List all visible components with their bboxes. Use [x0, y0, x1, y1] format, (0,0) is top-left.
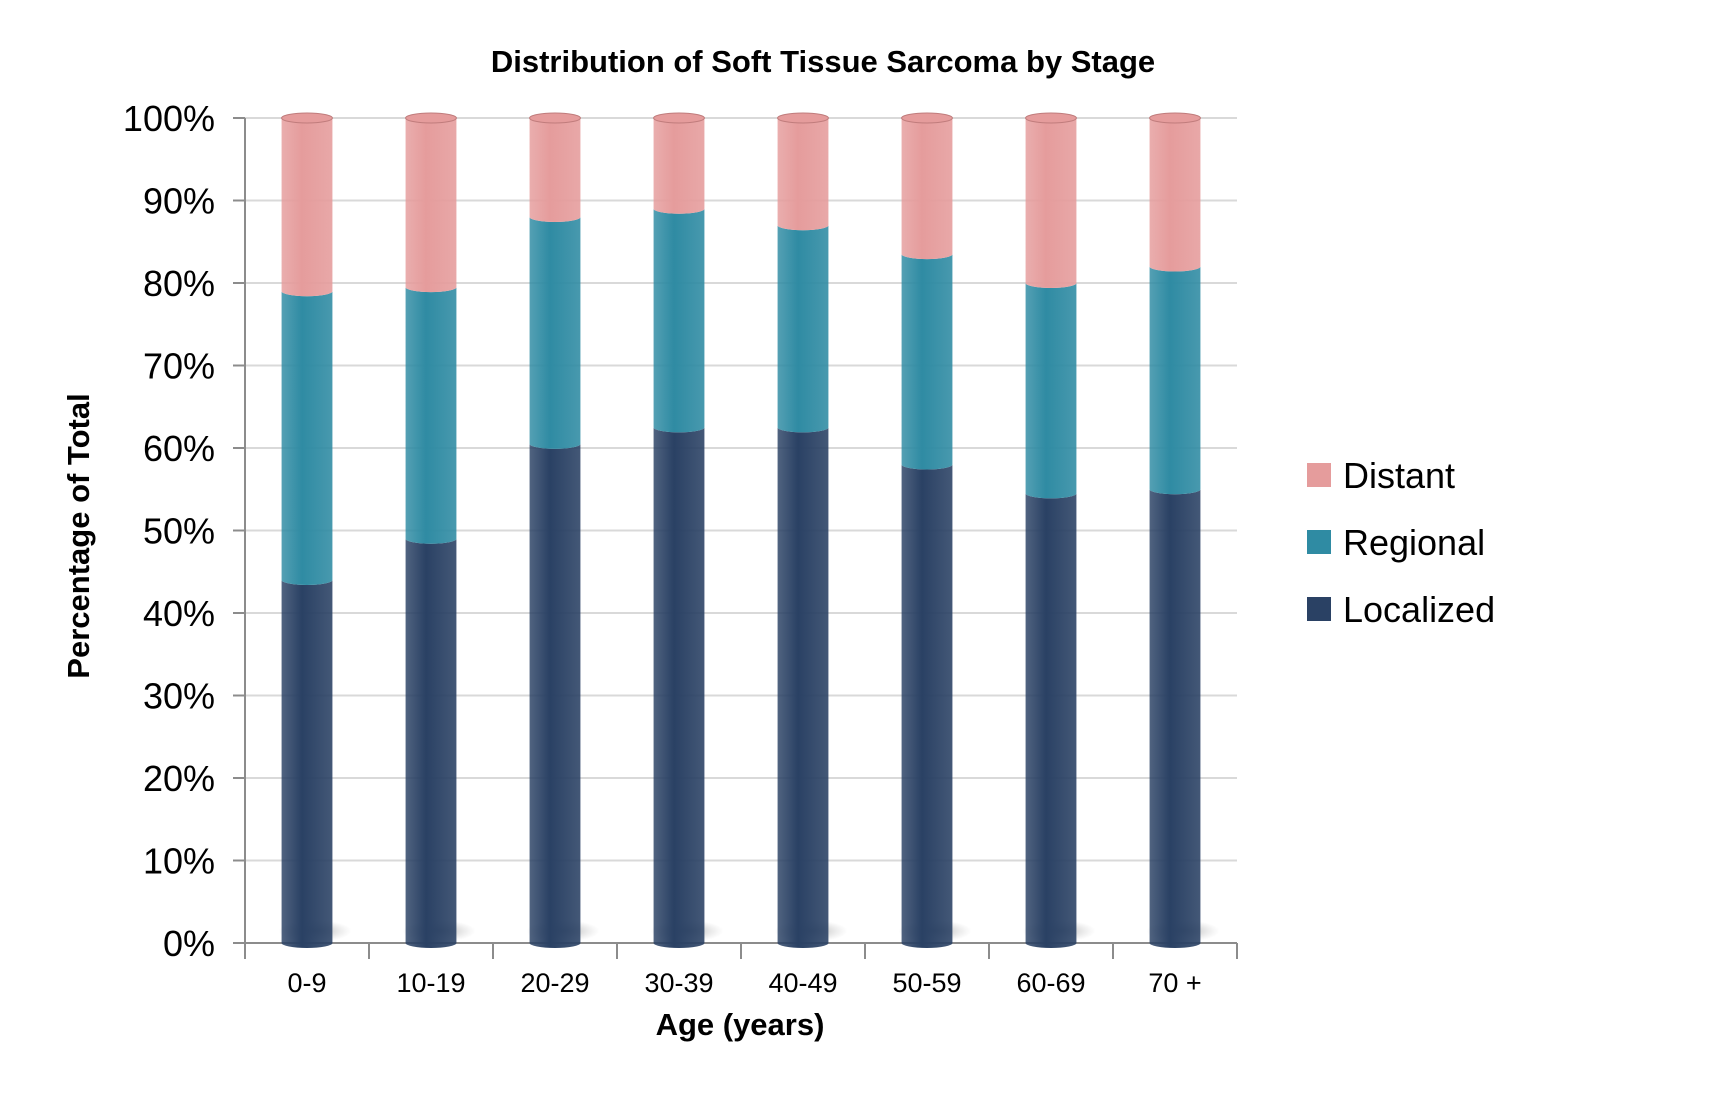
bar-segment-distant-70: [1149, 118, 1201, 272]
x-tick-label-60-69: 60-69: [1016, 968, 1085, 998]
x-tick-label-0-9: 0-9: [287, 968, 326, 998]
legend-label: Distant: [1343, 455, 1455, 496]
bar-segment-regional-40-49: [777, 225, 829, 433]
bar-segment-distant-60-69: [1025, 118, 1077, 288]
bar-segment-regional-70: [1149, 266, 1201, 495]
y-tick-label: 10%: [143, 841, 215, 882]
bar-segment-localized-0-9: [281, 580, 333, 948]
y-tick-label: 70%: [143, 346, 215, 387]
bar-segment-regional-60-69: [1025, 283, 1077, 499]
bar-segment-distant-10-19: [405, 118, 457, 293]
y-tick-label: 40%: [143, 593, 215, 634]
legend-label: Regional: [1343, 522, 1485, 563]
bar-segment-distant-40-49: [777, 118, 829, 231]
bar-segment-localized-60-69: [1025, 493, 1077, 949]
bar-top-cap: [281, 112, 333, 124]
bar-segment-distant-50-59: [901, 118, 953, 260]
x-tick-label-10-19: 10-19: [396, 968, 465, 998]
y-tick-label: 80%: [143, 263, 215, 304]
bar-segment-localized-20-29: [529, 443, 581, 948]
bar-segment-regional-10-19: [405, 287, 457, 544]
bar-top-cap: [405, 112, 457, 124]
bar-segment-localized-30-39: [653, 427, 705, 948]
legend-item-regional: Regional: [1307, 522, 1485, 563]
x-axis-label: Age (years): [656, 1007, 825, 1042]
bar-group-40-49: [774, 112, 848, 948]
bar-segment-regional-20-29: [529, 217, 581, 449]
bar-segment-distant-0-9: [281, 118, 333, 297]
y-tick-label: 100%: [123, 98, 215, 139]
bar-group-70: [1146, 112, 1220, 949]
gridlines: [245, 117, 1237, 862]
bar-top-cap: [1025, 112, 1077, 124]
bar-group-0-9: [278, 112, 352, 948]
y-tick-label: 20%: [143, 758, 215, 799]
y-tick-label: 50%: [143, 511, 215, 552]
bar-segment-distant-20-29: [529, 118, 581, 222]
legend-item-localized: Localized: [1307, 589, 1495, 630]
bar-segment-regional-50-59: [901, 254, 953, 470]
legend: Distant Regional Localized: [1307, 455, 1495, 630]
legend-item-distant: Distant: [1307, 455, 1455, 496]
legend-swatch: [1307, 530, 1331, 554]
bars: [278, 112, 1220, 949]
bar-top-cap: [777, 112, 829, 124]
bar-group-30-39: [650, 112, 724, 948]
legend-swatch: [1307, 597, 1331, 621]
bar-top-cap: [529, 112, 581, 124]
x-tick-label-70: 70 +: [1148, 968, 1201, 998]
bar-group-10-19: [402, 112, 476, 948]
x-tick-label-20-29: 20-29: [520, 968, 589, 998]
bar-segment-localized-70: [1149, 489, 1201, 949]
bar-segment-regional-30-39: [653, 208, 705, 433]
bar-top-cap: [1149, 112, 1201, 124]
axes: 0% 10% 20% 30% 40% 50% 60% 70% 80% 90% 100% 0-9 10-1…: [123, 98, 1238, 998]
y-tick-label: 30%: [143, 676, 215, 717]
chart-title: Distribution of Soft Tissue Sarcoma by S…: [491, 44, 1155, 79]
y-tick-label: 0%: [163, 923, 215, 964]
legend-swatch: [1307, 463, 1331, 487]
x-tick-label-40-49: 40-49: [768, 968, 837, 998]
y-axis-label: Percentage of Total: [61, 393, 96, 678]
legend-label: Localized: [1343, 589, 1495, 630]
y-tick-label: 90%: [143, 181, 215, 222]
bar-segment-localized-40-49: [777, 427, 829, 948]
y-tick-label: 60%: [143, 428, 215, 469]
x-tick-label-30-39: 30-39: [644, 968, 713, 998]
bar-segment-localized-50-59: [901, 464, 953, 948]
bar-top-cap: [653, 112, 705, 124]
bar-group-50-59: [898, 112, 972, 948]
bar-segment-localized-10-19: [405, 538, 457, 948]
bar-group-20-29: [526, 112, 600, 948]
bar-segment-distant-30-39: [653, 118, 705, 214]
bar-segment-regional-0-9: [281, 291, 333, 585]
bar-top-cap: [901, 112, 953, 124]
bar-group-60-69: [1022, 112, 1096, 949]
x-tick-label-50-59: 50-59: [892, 968, 961, 998]
